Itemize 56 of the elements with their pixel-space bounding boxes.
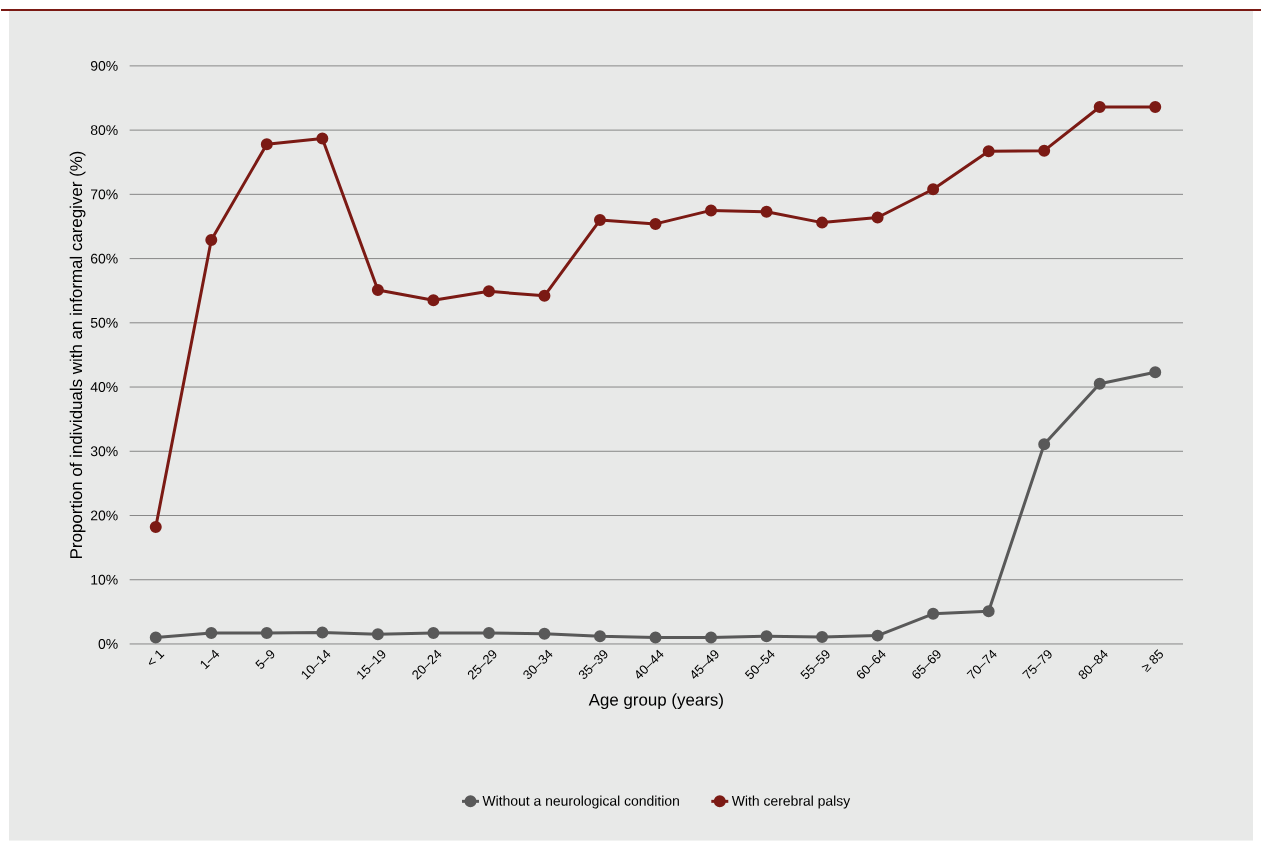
point (427, 627, 440, 640)
y-axis-title: Proportion of individuals with an informal caregiver (%) (69, 151, 86, 559)
legend-label: With cerebral palsy (731, 795, 851, 809)
point (1093, 101, 1106, 114)
x-tick-label: 5–9 (255, 650, 275, 669)
y-tick-label: 0% (98, 639, 118, 650)
x-tick-label: 1–4 (200, 649, 220, 670)
point (482, 627, 495, 640)
x-axis-title: Age group (years) (588, 693, 723, 710)
y-tick-label: 90% (90, 61, 118, 71)
point (149, 521, 162, 534)
y-tick-label: 50% (90, 318, 118, 328)
point (927, 607, 940, 620)
y-tick-label: 80% (90, 125, 118, 136)
point (816, 216, 829, 229)
point (1038, 144, 1051, 157)
point (927, 183, 940, 196)
point (1038, 438, 1051, 451)
point (1093, 378, 1106, 390)
point (427, 294, 440, 307)
point (260, 138, 273, 151)
y-tick-label: 30% (90, 446, 118, 457)
point (149, 631, 162, 644)
point (538, 627, 551, 640)
point (816, 631, 829, 644)
point (593, 214, 606, 227)
point (205, 627, 218, 640)
point (649, 218, 662, 231)
point (982, 605, 995, 618)
y-tick-label: 60% (90, 253, 118, 264)
point (871, 211, 884, 224)
point (371, 284, 384, 297)
point (705, 204, 718, 217)
point (538, 290, 551, 302)
point (593, 630, 606, 643)
point (871, 629, 884, 642)
y-tick-label: 70% (91, 189, 118, 200)
point (705, 631, 718, 644)
point (316, 132, 329, 145)
y-tick-label: 20% (90, 510, 118, 521)
y-tick-label: 40% (90, 382, 118, 393)
point (205, 234, 218, 247)
point (760, 630, 773, 643)
point (260, 627, 273, 640)
point (1149, 101, 1162, 114)
legend-label: Without a neurological condition (482, 795, 679, 809)
point (316, 626, 329, 639)
point (1149, 366, 1162, 379)
y-tick-label: 10% (91, 574, 118, 585)
point (760, 205, 773, 218)
x-tick-label: ≥ 85 (1141, 649, 1163, 673)
point (371, 628, 384, 641)
point (649, 631, 662, 644)
x-tick-label: < 1 (148, 650, 165, 665)
point (982, 145, 995, 158)
point (482, 285, 495, 298)
